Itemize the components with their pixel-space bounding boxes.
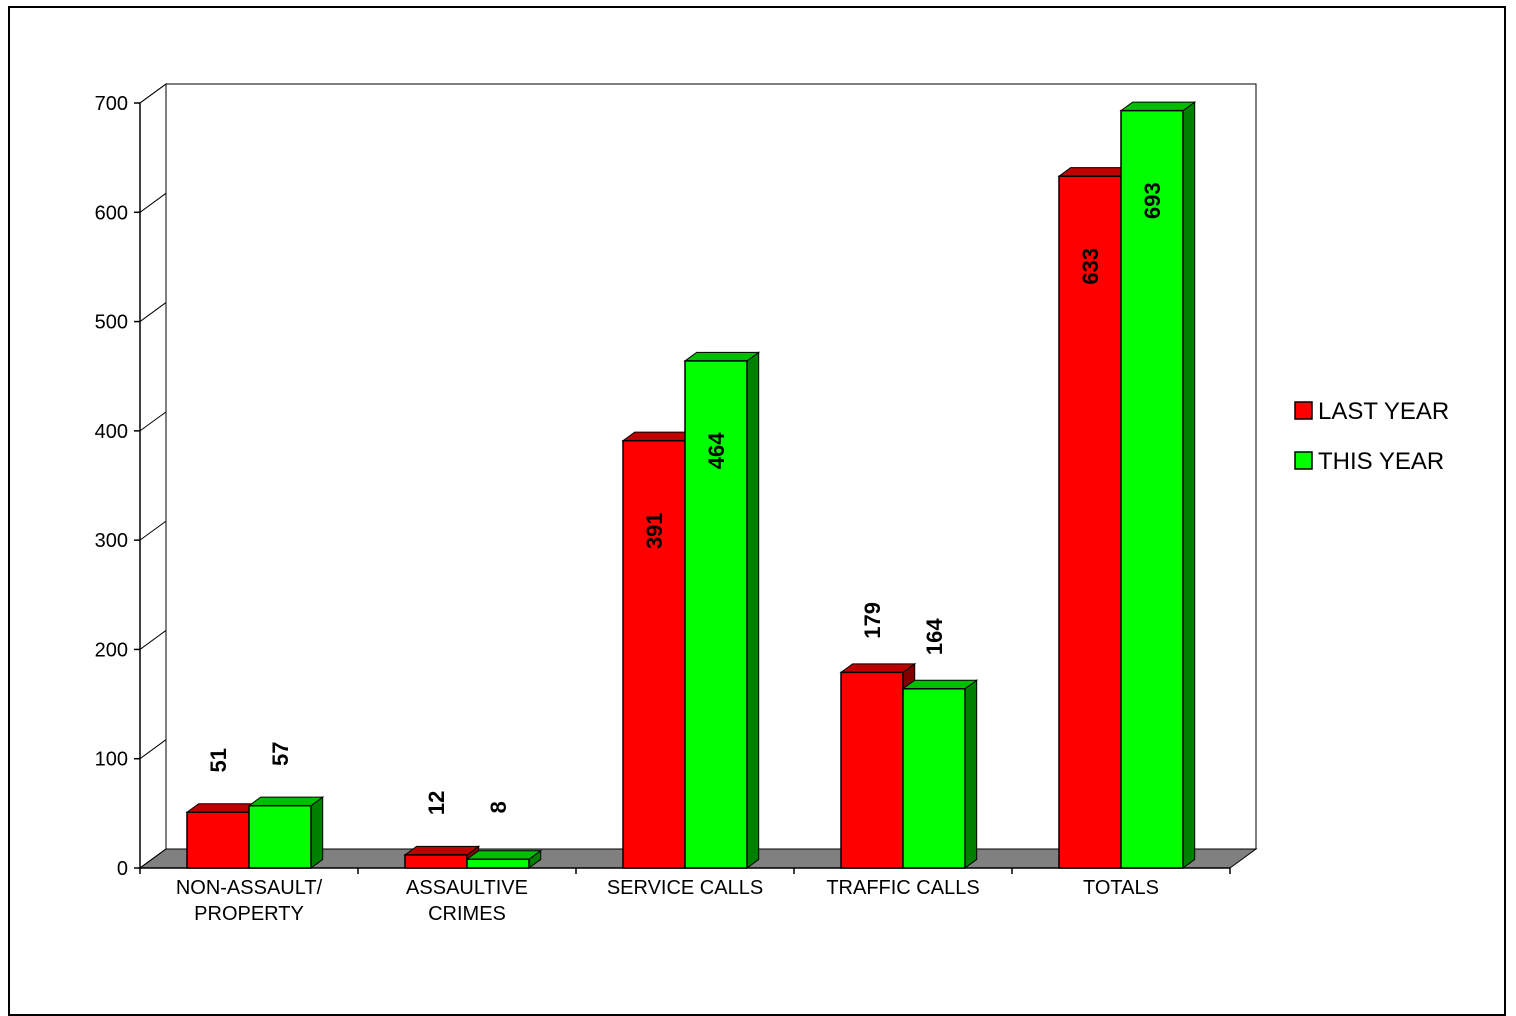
bar	[622, 439, 686, 869]
y-tick-label: 0	[117, 858, 128, 880]
data-label: 12	[424, 791, 449, 815]
data-label: 164	[922, 618, 947, 655]
bar-side	[746, 351, 760, 869]
data-label: 57	[268, 741, 293, 765]
data-label: 464	[704, 432, 729, 469]
y-tick-depth	[139, 411, 167, 432]
bar-top	[901, 679, 979, 690]
y-tick-depth	[139, 848, 167, 869]
bar	[902, 688, 966, 869]
data-label: 633	[1078, 248, 1103, 285]
y-tick-depth	[139, 739, 167, 760]
y-tick-depth	[139, 192, 167, 213]
bar	[684, 360, 748, 869]
x-tick-label: ASSAULTIVE CRIMES	[406, 877, 528, 925]
y-tick-label: 300	[95, 530, 128, 552]
bar-top	[465, 850, 543, 860]
legend-swatch	[1294, 401, 1313, 420]
y-tick-depth	[139, 302, 167, 322]
y-tick-label: 600	[95, 202, 128, 224]
data-label: 51	[206, 748, 231, 772]
data-label: 179	[860, 602, 885, 639]
bar-top	[839, 663, 917, 673]
y-tick-label: 700	[95, 93, 128, 115]
legend-label: THIS YEAR	[1318, 448, 1444, 475]
y-tick-label: 200	[95, 639, 128, 661]
bar-side	[964, 679, 978, 869]
bar	[248, 804, 312, 869]
x-tick-label: NON-ASSAULT/PROPERTY	[176, 877, 323, 925]
bar-top	[403, 845, 481, 856]
data-label: 8	[486, 801, 511, 813]
bar	[466, 858, 530, 869]
y-tick-label: 500	[95, 312, 128, 334]
y-tick-label: 400	[95, 421, 128, 443]
bar	[186, 811, 250, 869]
y-tick-depth	[139, 520, 167, 541]
left-wall	[139, 83, 167, 869]
y-tick-depth	[139, 630, 167, 650]
legend-swatch	[1294, 451, 1313, 470]
legend-label: LAST YEAR	[1318, 398, 1449, 425]
bar-side	[310, 796, 324, 869]
bar-top	[247, 796, 325, 807]
data-label: 693	[1140, 182, 1165, 219]
x-tick-label: TOTALS	[1083, 877, 1159, 899]
bar	[840, 671, 904, 869]
bar-side	[1182, 101, 1196, 869]
y-tick-label: 100	[95, 749, 128, 771]
data-label: 391	[642, 512, 667, 549]
x-tick-label: SERVICE CALLS	[607, 877, 763, 899]
x-tick-label: TRAFFIC CALLS	[826, 877, 979, 899]
bar-top	[1119, 101, 1197, 112]
bar	[1120, 109, 1184, 869]
bar-top	[683, 351, 761, 362]
bar	[404, 854, 468, 869]
y-tick-depth	[139, 83, 167, 104]
